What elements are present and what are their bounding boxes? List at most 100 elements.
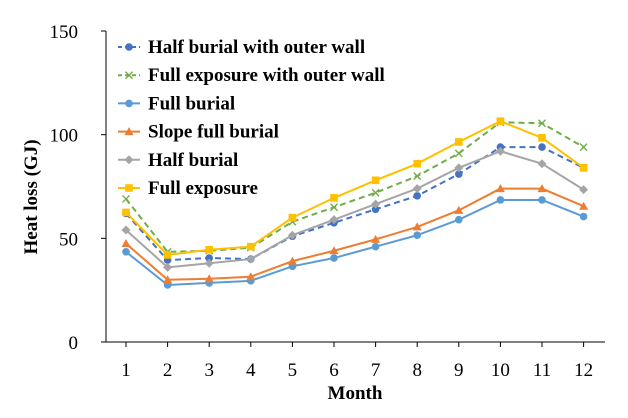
data-point <box>413 159 421 168</box>
data-point <box>579 164 588 172</box>
data-point <box>371 176 380 185</box>
legend-label: Full exposure <box>148 178 258 199</box>
data-point <box>455 215 463 224</box>
data-point <box>330 194 338 202</box>
data-point <box>455 138 463 146</box>
data-point <box>371 199 381 209</box>
data-point <box>121 225 131 235</box>
data-point <box>413 192 422 200</box>
data-point <box>371 234 381 243</box>
data-point <box>287 256 297 265</box>
data-point <box>454 149 463 158</box>
data-point <box>538 196 546 204</box>
data-point <box>371 188 380 197</box>
data-point <box>204 274 214 283</box>
data-point <box>579 201 589 210</box>
data-point <box>163 275 173 284</box>
series-6 <box>122 117 588 259</box>
series-5 <box>121 146 589 272</box>
data-point <box>412 184 422 194</box>
legend-marker <box>124 155 134 165</box>
series-line <box>125 120 585 256</box>
x-tick-label: 1 <box>121 360 131 381</box>
x-tick-label: 12 <box>574 360 593 381</box>
data-point <box>330 203 338 212</box>
data-point <box>495 146 505 156</box>
data-point <box>579 185 589 195</box>
legend-item: Full exposure with outer wall <box>118 65 385 86</box>
data-point <box>454 163 464 173</box>
legend-label: Half burial with outer wall <box>148 37 365 58</box>
data-point <box>122 194 130 203</box>
data-point <box>329 246 339 255</box>
legend-label: Full burial <box>148 93 235 114</box>
data-point <box>454 205 464 214</box>
y-tick-label: 150 <box>50 22 79 43</box>
legend-item: Full burial <box>118 93 235 114</box>
data-point <box>579 143 588 152</box>
data-point <box>122 208 130 217</box>
x-tick-label: 5 <box>288 360 298 381</box>
y-tick-label: 0 <box>69 333 79 354</box>
data-point <box>455 170 463 178</box>
data-point <box>537 159 547 169</box>
data-point <box>496 117 505 125</box>
data-point <box>579 212 588 221</box>
x-tick-label: 6 <box>329 360 339 381</box>
data-point <box>287 230 297 240</box>
series-line <box>125 198 584 286</box>
axes <box>105 31 605 343</box>
series-3 <box>122 196 588 289</box>
data-point <box>371 205 380 214</box>
legend-marker <box>125 99 133 108</box>
x-tick-label: 10 <box>491 360 510 381</box>
data-point <box>537 184 547 193</box>
data-point <box>246 254 256 264</box>
legend-item: Slope full burial <box>118 122 279 143</box>
legend-marker <box>125 184 133 192</box>
x-tick-label: 4 <box>246 360 256 381</box>
series-line <box>125 150 585 269</box>
x-axis-title: Month <box>328 383 383 404</box>
data-point <box>205 245 213 254</box>
legend: Half burial with outer wall Full exposure… <box>118 37 385 199</box>
data-point <box>121 239 131 248</box>
data-point <box>163 251 172 259</box>
y-tick-label: 50 <box>59 229 78 250</box>
legend-marker <box>124 127 134 136</box>
data-point <box>496 196 505 204</box>
legend-item: Half burial <box>118 150 238 171</box>
x-tick-label: 3 <box>204 360 214 381</box>
legend-item: Full exposure <box>118 178 258 199</box>
data-point <box>247 242 255 251</box>
data-point <box>412 222 422 231</box>
y-tick-label: 100 <box>50 126 79 147</box>
data-point <box>538 133 546 142</box>
data-point <box>163 262 173 272</box>
data-point <box>329 215 339 225</box>
data-point <box>205 254 213 262</box>
series-group <box>121 117 589 289</box>
data-point <box>288 213 297 222</box>
legend-marker <box>125 43 133 51</box>
data-point <box>495 184 505 193</box>
data-point <box>246 272 256 281</box>
series-line <box>125 187 584 281</box>
series-4 <box>121 184 589 284</box>
data-point <box>122 248 130 256</box>
data-point <box>330 254 338 262</box>
y-axis-title: Heat loss (GJ) <box>21 139 42 254</box>
legend-label: Slope full burial <box>148 122 279 143</box>
x-tick-label: 11 <box>533 360 551 381</box>
data-point <box>204 258 214 268</box>
data-point <box>413 172 422 181</box>
legend-label: Full exposure with outer wall <box>148 65 385 86</box>
legend-marker <box>125 71 133 80</box>
data-point <box>371 242 380 251</box>
x-ticks: 1 2 3 4 5 6 7 8 9 10 11 12 <box>121 342 593 381</box>
legend-label: Half burial <box>148 150 238 171</box>
data-point <box>413 231 422 240</box>
data-point <box>538 119 546 128</box>
y-ticks: 0 50 100 150 <box>50 22 106 354</box>
